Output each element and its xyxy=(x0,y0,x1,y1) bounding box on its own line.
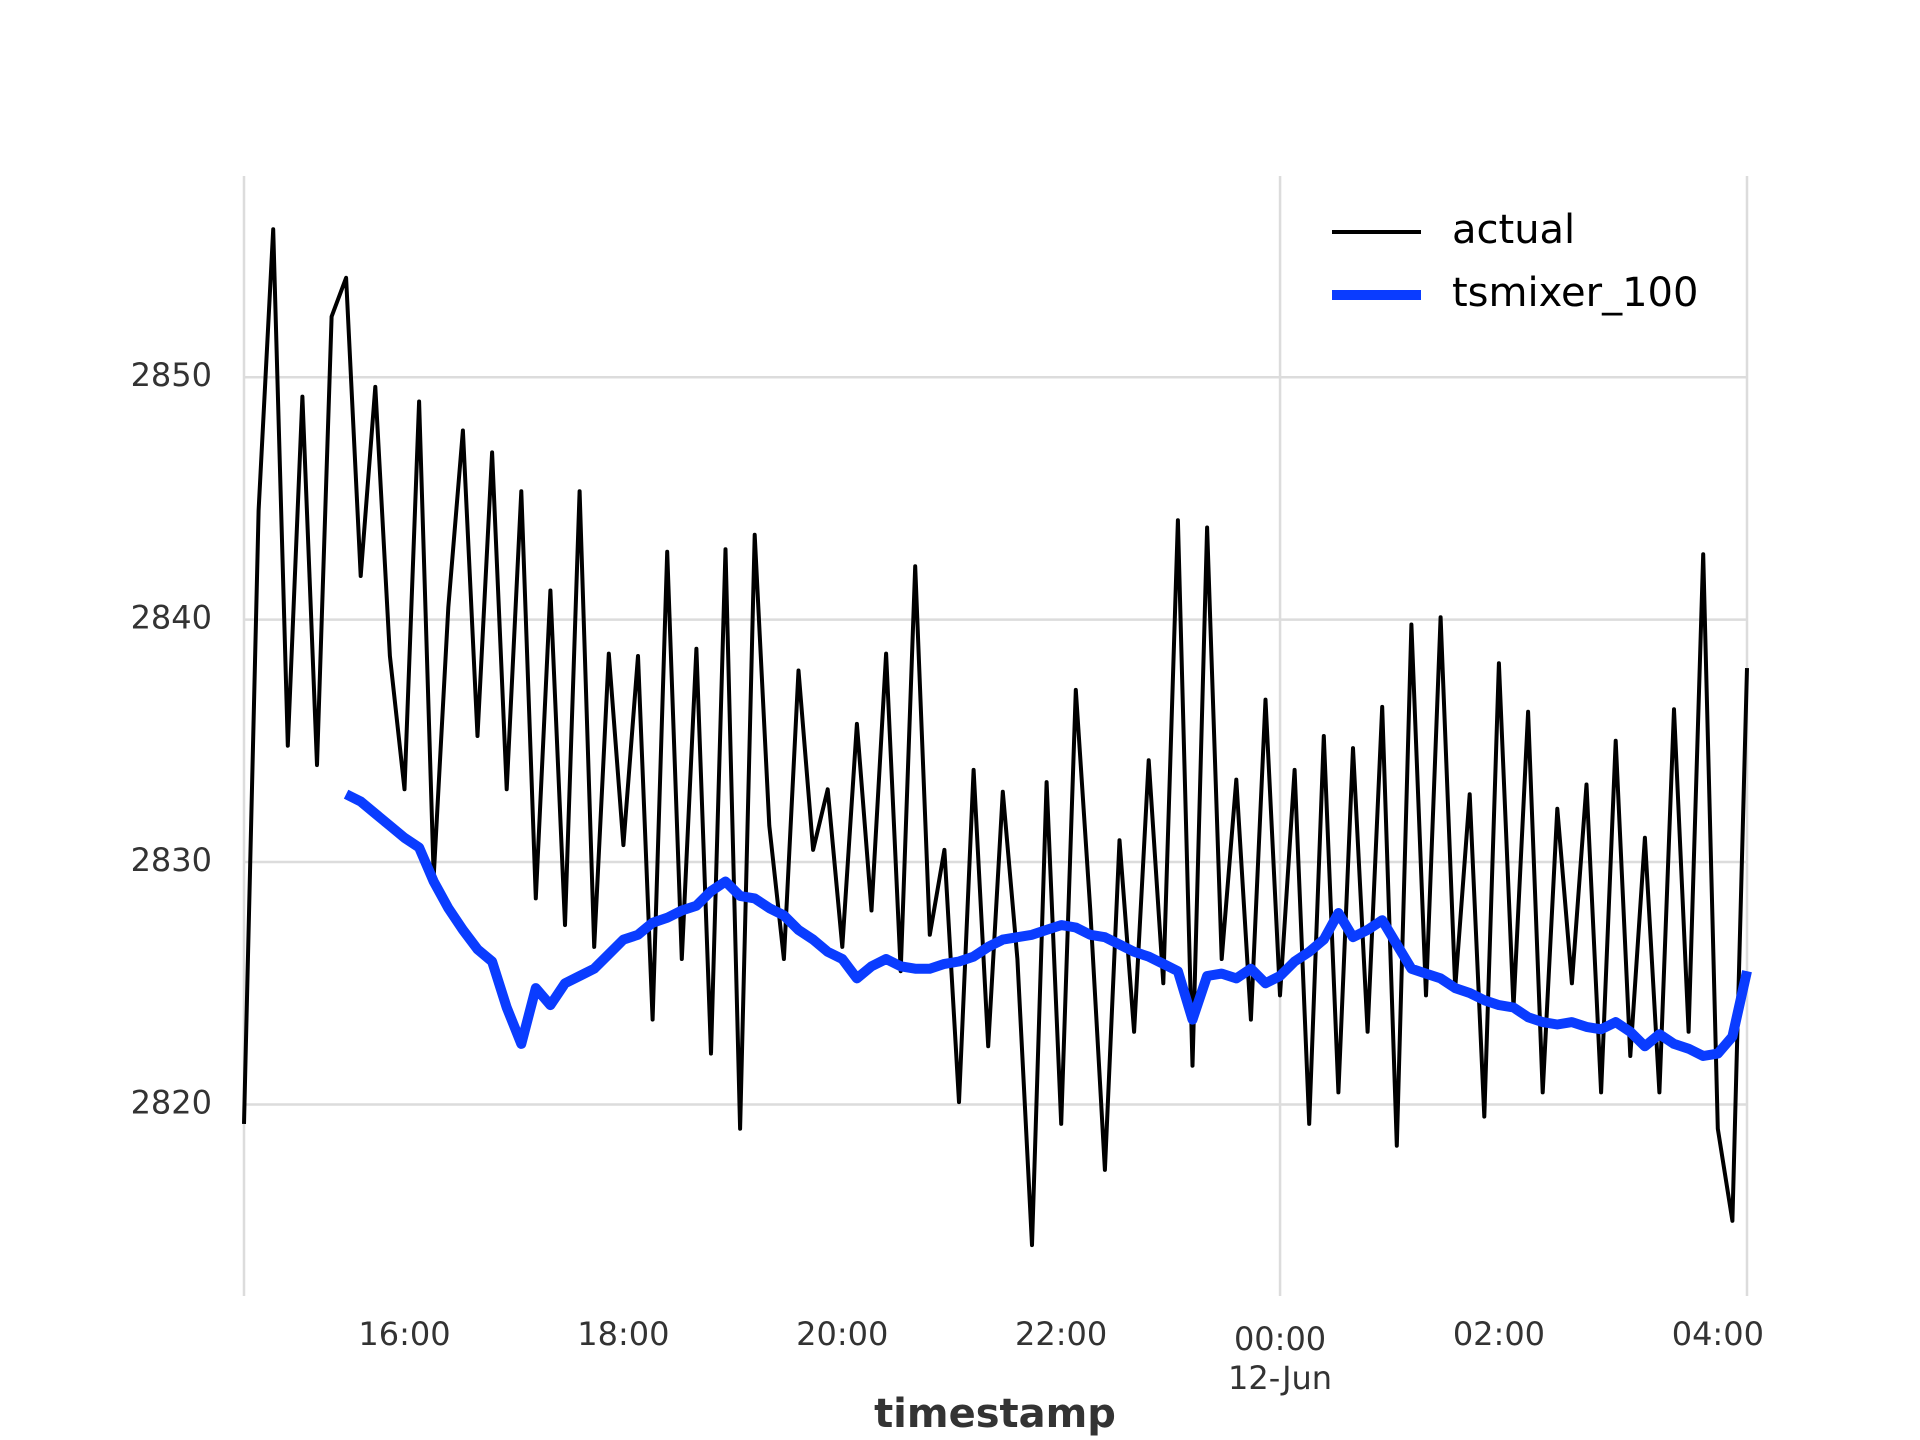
series-line xyxy=(242,227,1749,1248)
y-tick-label: 2820 xyxy=(131,1083,212,1121)
y-tick-label: 2830 xyxy=(131,841,212,879)
x-tick-label: 02:00 xyxy=(1453,1315,1545,1353)
x-tick-label: 20:00 xyxy=(796,1315,888,1353)
x-tick-label: 18:00 xyxy=(577,1315,669,1353)
x-axis-label: timestamp xyxy=(874,1391,1116,1437)
x-tick-label: 00:00 xyxy=(1234,1320,1326,1358)
legend-label: actual xyxy=(1452,207,1575,253)
series-line xyxy=(343,789,1752,1061)
x-date-label: 12-Jun xyxy=(1228,1359,1332,1397)
x-tick-label: 22:00 xyxy=(1015,1315,1107,1353)
y-tick-label: 2850 xyxy=(131,356,212,394)
x-tick-label: 04:00 xyxy=(1672,1315,1764,1353)
x-tick-label: 16:00 xyxy=(358,1315,450,1353)
y-tick-label: 2840 xyxy=(131,599,212,637)
legend-label: tsmixer_100 xyxy=(1452,270,1698,316)
